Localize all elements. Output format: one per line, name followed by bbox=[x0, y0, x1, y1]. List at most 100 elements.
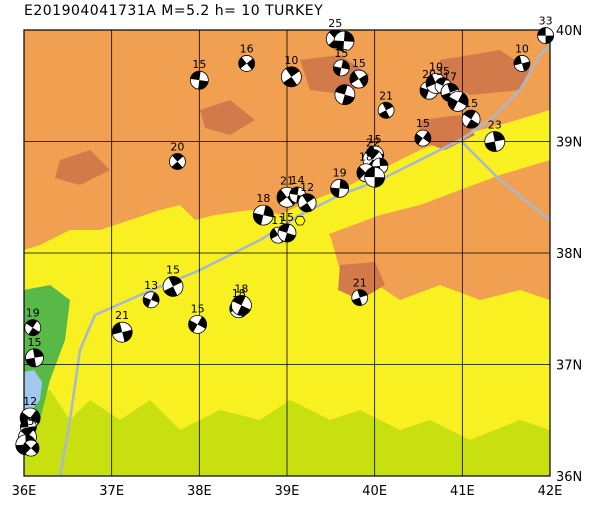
beachball-compression bbox=[188, 319, 198, 333]
high-terrain-patches bbox=[55, 50, 530, 300]
focal-mechanism: 18 bbox=[252, 192, 274, 226]
focal-mechanism: 15 bbox=[277, 211, 297, 243]
focal-mechanism: 15 bbox=[25, 336, 44, 368]
latitude-label: 37N bbox=[556, 359, 582, 374]
latitude-label: 36N bbox=[556, 470, 582, 485]
beachball-compression bbox=[278, 223, 290, 233]
beachball-compression bbox=[31, 442, 40, 454]
beachball-compression bbox=[365, 149, 380, 160]
depth-label: 15 bbox=[191, 302, 205, 315]
beachball-compression bbox=[414, 133, 423, 145]
latitude-labels: 36N 37N 38N 39N 40N bbox=[556, 24, 582, 485]
longitude-label: 38E bbox=[187, 484, 212, 499]
beachball-compression bbox=[190, 71, 201, 81]
depth-label: 22 bbox=[366, 136, 380, 149]
focal-mechanism: 21 bbox=[377, 89, 395, 119]
longitude-label: 39E bbox=[275, 484, 300, 499]
depth-label: 35 bbox=[436, 65, 450, 78]
depth-label: 15 bbox=[334, 47, 348, 60]
graticule bbox=[24, 30, 550, 476]
map-frame bbox=[23, 29, 551, 477]
longitude-label: 36E bbox=[12, 484, 37, 499]
beachball-compression bbox=[270, 228, 279, 240]
beachball-compression bbox=[537, 27, 546, 36]
focal-mechanism: 15 bbox=[189, 58, 209, 90]
beachball-compression bbox=[358, 74, 368, 87]
beachball-compression bbox=[232, 295, 246, 306]
latitude-label: 40N bbox=[556, 24, 582, 39]
depth-label: 15 bbox=[21, 415, 35, 428]
focal-mechanism bbox=[447, 90, 469, 112]
beachball-compression bbox=[364, 167, 375, 178]
beachball-compression bbox=[171, 161, 183, 170]
focal-mechanism: 23 bbox=[484, 119, 506, 152]
depth-label: 10 bbox=[429, 61, 443, 74]
depth-label: 10 bbox=[284, 54, 298, 67]
depth-label: 18 bbox=[359, 151, 373, 164]
beachball-compression bbox=[513, 55, 522, 66]
depth-label: 16 bbox=[240, 42, 254, 55]
beachball-compression bbox=[198, 80, 209, 90]
focal-mechanism: 33 bbox=[537, 15, 555, 44]
depth-label: 19 bbox=[26, 307, 40, 320]
focal-mechanism: 20 bbox=[169, 141, 186, 170]
focal-mechanism: 15 bbox=[414, 117, 432, 147]
depth-label: 12 bbox=[300, 181, 314, 194]
latitude-label: 39N bbox=[556, 136, 582, 151]
depth-label: 15 bbox=[166, 263, 180, 276]
beachball-compression bbox=[379, 158, 388, 167]
focal-mechanism: 15 bbox=[461, 97, 481, 129]
beachball-compression bbox=[151, 292, 160, 303]
beachball-compression bbox=[484, 141, 497, 152]
beachball-compression bbox=[447, 83, 459, 93]
beachball-compression bbox=[246, 58, 255, 70]
beachball-compression bbox=[343, 31, 354, 42]
depth-label: 33 bbox=[539, 15, 553, 28]
beachball-compression bbox=[333, 40, 344, 52]
focal-mechanism bbox=[364, 166, 386, 188]
beachball-compression bbox=[329, 29, 342, 39]
longitude-labels: 36E 37E 38E 39E 40E 41E 42E bbox=[12, 484, 563, 499]
focal-mechanism: 10 bbox=[513, 42, 531, 72]
depth-label: 20 bbox=[170, 141, 184, 154]
latitude-label: 38N bbox=[556, 247, 582, 262]
longitude-label: 41E bbox=[450, 484, 475, 499]
depth-label: 18 bbox=[256, 192, 270, 205]
beachball-compression bbox=[168, 276, 183, 287]
focal-mechanism: 19 bbox=[24, 307, 42, 337]
beachball-compression bbox=[143, 296, 152, 308]
beachball-compression bbox=[238, 57, 247, 69]
depth-label: 15 bbox=[368, 133, 382, 146]
beachball-compression bbox=[492, 131, 505, 142]
focal-mechanism: 15 bbox=[188, 302, 207, 334]
depth-label: 17 bbox=[443, 70, 457, 83]
focal-mechanism: 15 bbox=[332, 47, 350, 77]
beachball-compression bbox=[28, 327, 40, 336]
focal-mechanism: 16 bbox=[238, 42, 256, 72]
beachball-compression bbox=[545, 35, 554, 44]
beachball-compression bbox=[253, 212, 264, 225]
depth-label: 14 bbox=[291, 174, 305, 187]
focal-mechanism: 10 bbox=[280, 54, 302, 88]
event-marker bbox=[294, 215, 306, 226]
depth-label: 21 bbox=[115, 309, 129, 322]
beachball-compression bbox=[284, 232, 296, 242]
depth-label: 18 bbox=[234, 282, 248, 295]
depth-label: 23 bbox=[488, 119, 502, 132]
beachball-compression bbox=[23, 442, 32, 454]
fault-valley bbox=[100, 110, 550, 350]
depth-label: 21 bbox=[280, 174, 294, 187]
longitude-label: 37E bbox=[99, 484, 124, 499]
depth-label: 15 bbox=[416, 117, 430, 130]
depth-label: 25 bbox=[328, 17, 342, 30]
beachball-compression bbox=[26, 319, 38, 328]
beachball-compression bbox=[357, 289, 368, 298]
beachball-compression bbox=[349, 71, 359, 84]
beachball-compression bbox=[426, 74, 437, 88]
beachball-compression bbox=[302, 193, 315, 203]
beachball-compression bbox=[420, 87, 430, 99]
beachball-compression bbox=[356, 166, 366, 180]
beachball-compression bbox=[463, 110, 476, 120]
